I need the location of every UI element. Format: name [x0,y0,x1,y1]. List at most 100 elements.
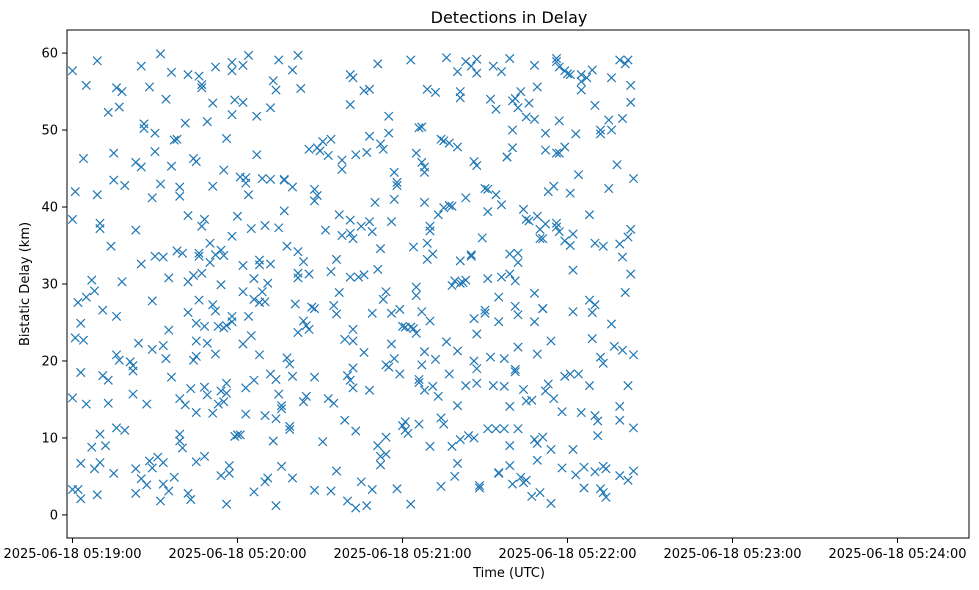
data-point-545 [576,407,586,418]
data-point-488 [529,317,540,327]
data-point-485 [527,395,537,405]
data-point-75 [155,49,166,59]
data-point-375 [430,354,441,365]
data-point-264 [326,486,336,496]
data-point-70 [147,463,157,473]
y-tick-label-1: 10 [41,431,58,446]
data-point-503 [540,128,551,138]
data-point-393 [450,471,460,482]
data-point-533 [565,369,575,379]
data-point-528 [560,371,570,381]
x-tick-label-4: 2025-06-18 05:23:00 [663,547,801,562]
data-point-139 [208,408,218,418]
data-point-338 [397,420,408,431]
data-point-567 [598,358,608,368]
data-point-36 [109,175,119,185]
data-point-306 [367,227,377,237]
data-point-546 [579,462,589,472]
data-point-212 [271,414,281,424]
data-point-352 [414,123,424,133]
data-point-490 [529,434,540,445]
data-point-388 [444,138,454,148]
data-point-487 [529,288,540,298]
data-point-304 [364,217,375,227]
data-point-142 [210,62,221,72]
data-point-573 [604,115,614,125]
data-point-579 [615,55,625,65]
data-point-571 [601,492,611,502]
data-point-169 [232,211,243,221]
data-point-422 [472,54,482,64]
data-point-509 [546,498,556,508]
data-point-284 [345,215,355,225]
data-point-179 [241,178,251,188]
data-point-484 [527,491,537,502]
data-point-436 [488,380,498,391]
data-point-115 [191,407,201,418]
data-point-66 [144,456,155,466]
data-point-369 [425,316,435,326]
data-point-28 [98,305,108,315]
data-point-552 [587,334,597,344]
data-point-131 [202,116,212,127]
data-point-481 [521,475,531,485]
data-point-532 [565,70,575,80]
data-point-307 [367,308,377,318]
data-point-273 [337,155,347,165]
data-point-309 [370,197,380,208]
x-axis-label: Time (UTC) [472,566,545,581]
data-point-315 [375,451,386,462]
data-point-334 [392,484,402,494]
data-point-293 [351,503,361,513]
data-point-492 [532,211,542,221]
data-point-210 [268,436,278,446]
chart-title: Detections in Delay [431,8,588,27]
data-point-548 [582,73,592,83]
data-point-171 [235,430,245,440]
x-tick-label-3: 2025-06-18 05:22:00 [498,547,636,562]
data-point-261 [323,150,333,161]
data-point-597 [628,350,639,360]
data-point-72 [150,128,160,138]
data-point-37 [109,468,119,478]
data-point-470 [513,424,523,434]
data-point-134 [205,238,215,248]
data-point-302 [364,131,375,141]
data-point-35 [109,148,119,158]
data-point-419 [472,364,482,374]
data-point-584 [617,113,628,124]
data-point-319 [381,287,391,297]
data-point-220 [276,461,287,472]
data-point-248 [307,302,317,312]
data-point-24 [95,429,105,439]
data-point-177 [238,97,248,107]
data-point-347 [408,324,419,334]
data-point-225 [282,353,292,363]
data-point-25 [95,457,105,468]
data-point-433 [485,352,496,362]
data-point-391 [447,201,457,211]
y-axis: 0 10 20 30 40 50 60 [41,47,67,523]
data-point-349 [411,328,421,338]
data-markers [67,49,639,513]
data-point-346 [408,242,419,252]
data-point-118 [191,318,201,328]
data-point-413 [469,314,479,324]
data-point-372 [428,381,438,391]
data-point-14 [81,80,91,91]
data-point-146 [216,245,226,255]
data-point-103 [183,210,193,221]
data-point-494 [532,455,542,465]
data-point-359 [417,157,427,168]
data-point-327 [386,308,397,318]
data-point-392 [450,276,460,286]
data-point-290 [348,363,358,373]
data-point-93 [172,246,182,256]
data-point-376 [433,210,443,220]
data-point-324 [384,128,394,138]
data-point-189 [249,273,259,284]
data-point-53 [131,225,141,235]
x-axis: 2025-06-18 05:19:00 2025-06-18 05:20:00 20… [3,538,967,562]
data-point-52 [131,157,141,168]
data-point-272 [337,164,347,174]
